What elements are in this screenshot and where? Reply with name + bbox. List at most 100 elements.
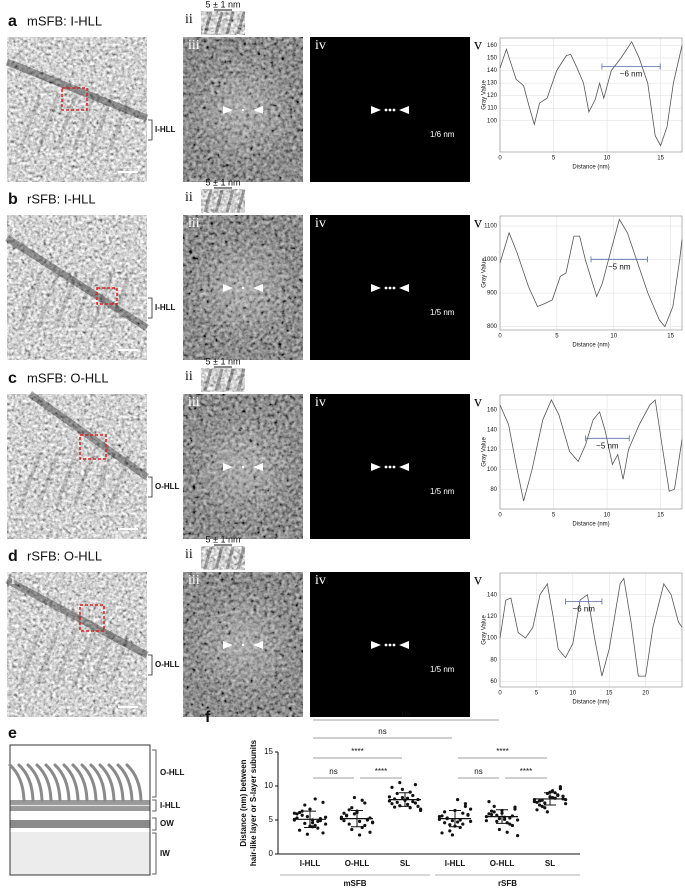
layer-label: IW: [160, 849, 170, 858]
zoom-stripe: [225, 11, 235, 35]
data-dot: [398, 781, 402, 785]
data-dot: [466, 813, 470, 817]
data-dot: [437, 815, 441, 819]
outer-wall: [10, 820, 150, 828]
x-tick-label: 15: [606, 691, 613, 697]
panel-label: iv: [315, 573, 326, 588]
roi-box: [79, 604, 105, 632]
arrowhead: [253, 463, 263, 471]
roi-box: [96, 287, 118, 305]
zoom-stripe: [225, 368, 235, 392]
data-dot: [545, 810, 550, 814]
fft-center: [241, 643, 245, 647]
data-dot: [303, 803, 307, 807]
layer-bracket: [148, 476, 153, 498]
data-dot: [495, 819, 499, 823]
data-dot: [352, 795, 356, 800]
hair-stripe: [36, 451, 60, 508]
data-dot: [347, 808, 351, 812]
hair-stripe: [108, 629, 132, 686]
data-dot: [321, 800, 325, 804]
data-dot: [508, 822, 512, 826]
zoom-stripe: [203, 11, 213, 35]
x-axis-label: Distance (nm): [572, 522, 609, 528]
roi-box: [79, 434, 107, 460]
data-dot: [413, 801, 417, 805]
data-dot: [298, 828, 302, 832]
layer-bracket: [148, 119, 153, 141]
fft-spot: [392, 643, 396, 647]
fft-spot: [388, 465, 392, 469]
plot-frame: [499, 394, 683, 510]
y-tick-label: 900: [487, 291, 498, 297]
profile-line: [499, 40, 683, 147]
data-dot: [540, 804, 544, 809]
data-dot: [308, 807, 312, 811]
fft-spot: [384, 108, 388, 112]
outer-hairs: [8, 763, 143, 802]
arrowhead: [371, 284, 381, 292]
data-dot: [400, 787, 404, 792]
significance-label: ns: [329, 767, 337, 776]
hair-stripe: [54, 629, 78, 686]
zoom-stripe: [214, 368, 224, 392]
panel-label: v: [474, 572, 482, 589]
fft-scale: 1/6 nm: [430, 130, 455, 139]
plot-frame: [499, 572, 683, 688]
data-dot: [443, 810, 447, 814]
zoom-stripe: [214, 189, 224, 213]
zoom-stripe: [225, 189, 235, 213]
arrowhead: [253, 284, 263, 292]
data-dot: [406, 802, 410, 806]
panel-label: ii: [185, 12, 193, 27]
data-dot: [300, 813, 304, 817]
hair-stripe: [72, 272, 96, 329]
data-dot: [440, 831, 444, 835]
data-dot: [461, 822, 465, 826]
data-dot: [416, 804, 420, 809]
sd-bar: [544, 792, 556, 806]
hair-stripe: [18, 451, 42, 508]
data-dot: [342, 819, 346, 823]
zoom-stripe: [236, 189, 246, 213]
data-dot: [456, 820, 460, 824]
y-tick-label: 100: [487, 636, 498, 642]
fft-spot: [388, 108, 392, 112]
y-tick-label: 100: [487, 118, 498, 124]
y-tick-label: 140: [487, 68, 498, 74]
data-dot: [342, 811, 346, 815]
data-dot: [516, 834, 520, 838]
data-dot: [411, 793, 415, 798]
data-dot: [484, 819, 488, 823]
hair-stripe: [36, 94, 60, 151]
significance-label: ****: [375, 767, 387, 776]
layer-label: I-HLL: [155, 303, 176, 312]
x-tick-label: 5: [535, 691, 539, 697]
fft-center: [241, 286, 245, 290]
panel-label: iv: [315, 38, 326, 53]
hair-stripe: [54, 94, 78, 151]
data-dot: [390, 785, 394, 789]
x-tick-label: SL: [545, 859, 555, 868]
hair-stripe: [72, 629, 96, 686]
arrowhead: [371, 106, 381, 114]
zoom-image: [201, 368, 245, 392]
layer-bracket: [148, 297, 153, 319]
x-tick-label: O-HLL: [490, 859, 515, 868]
data-dot: [352, 812, 356, 816]
arrowhead: [223, 284, 233, 292]
data-dot: [497, 817, 501, 821]
sd-bar: [449, 809, 461, 828]
fft-center: [241, 108, 245, 112]
hair: [71, 763, 89, 802]
significance-label: ****: [351, 747, 363, 756]
hair: [89, 763, 107, 802]
y-axis-label: Gray Value: [482, 258, 488, 288]
profile-line: [499, 577, 683, 677]
fft-spot: [388, 286, 392, 290]
data-dot: [535, 808, 539, 812]
panel-letter: c: [8, 370, 17, 387]
x-tick-label: 0: [498, 156, 502, 162]
data-dot: [461, 811, 465, 815]
hair: [35, 763, 53, 802]
